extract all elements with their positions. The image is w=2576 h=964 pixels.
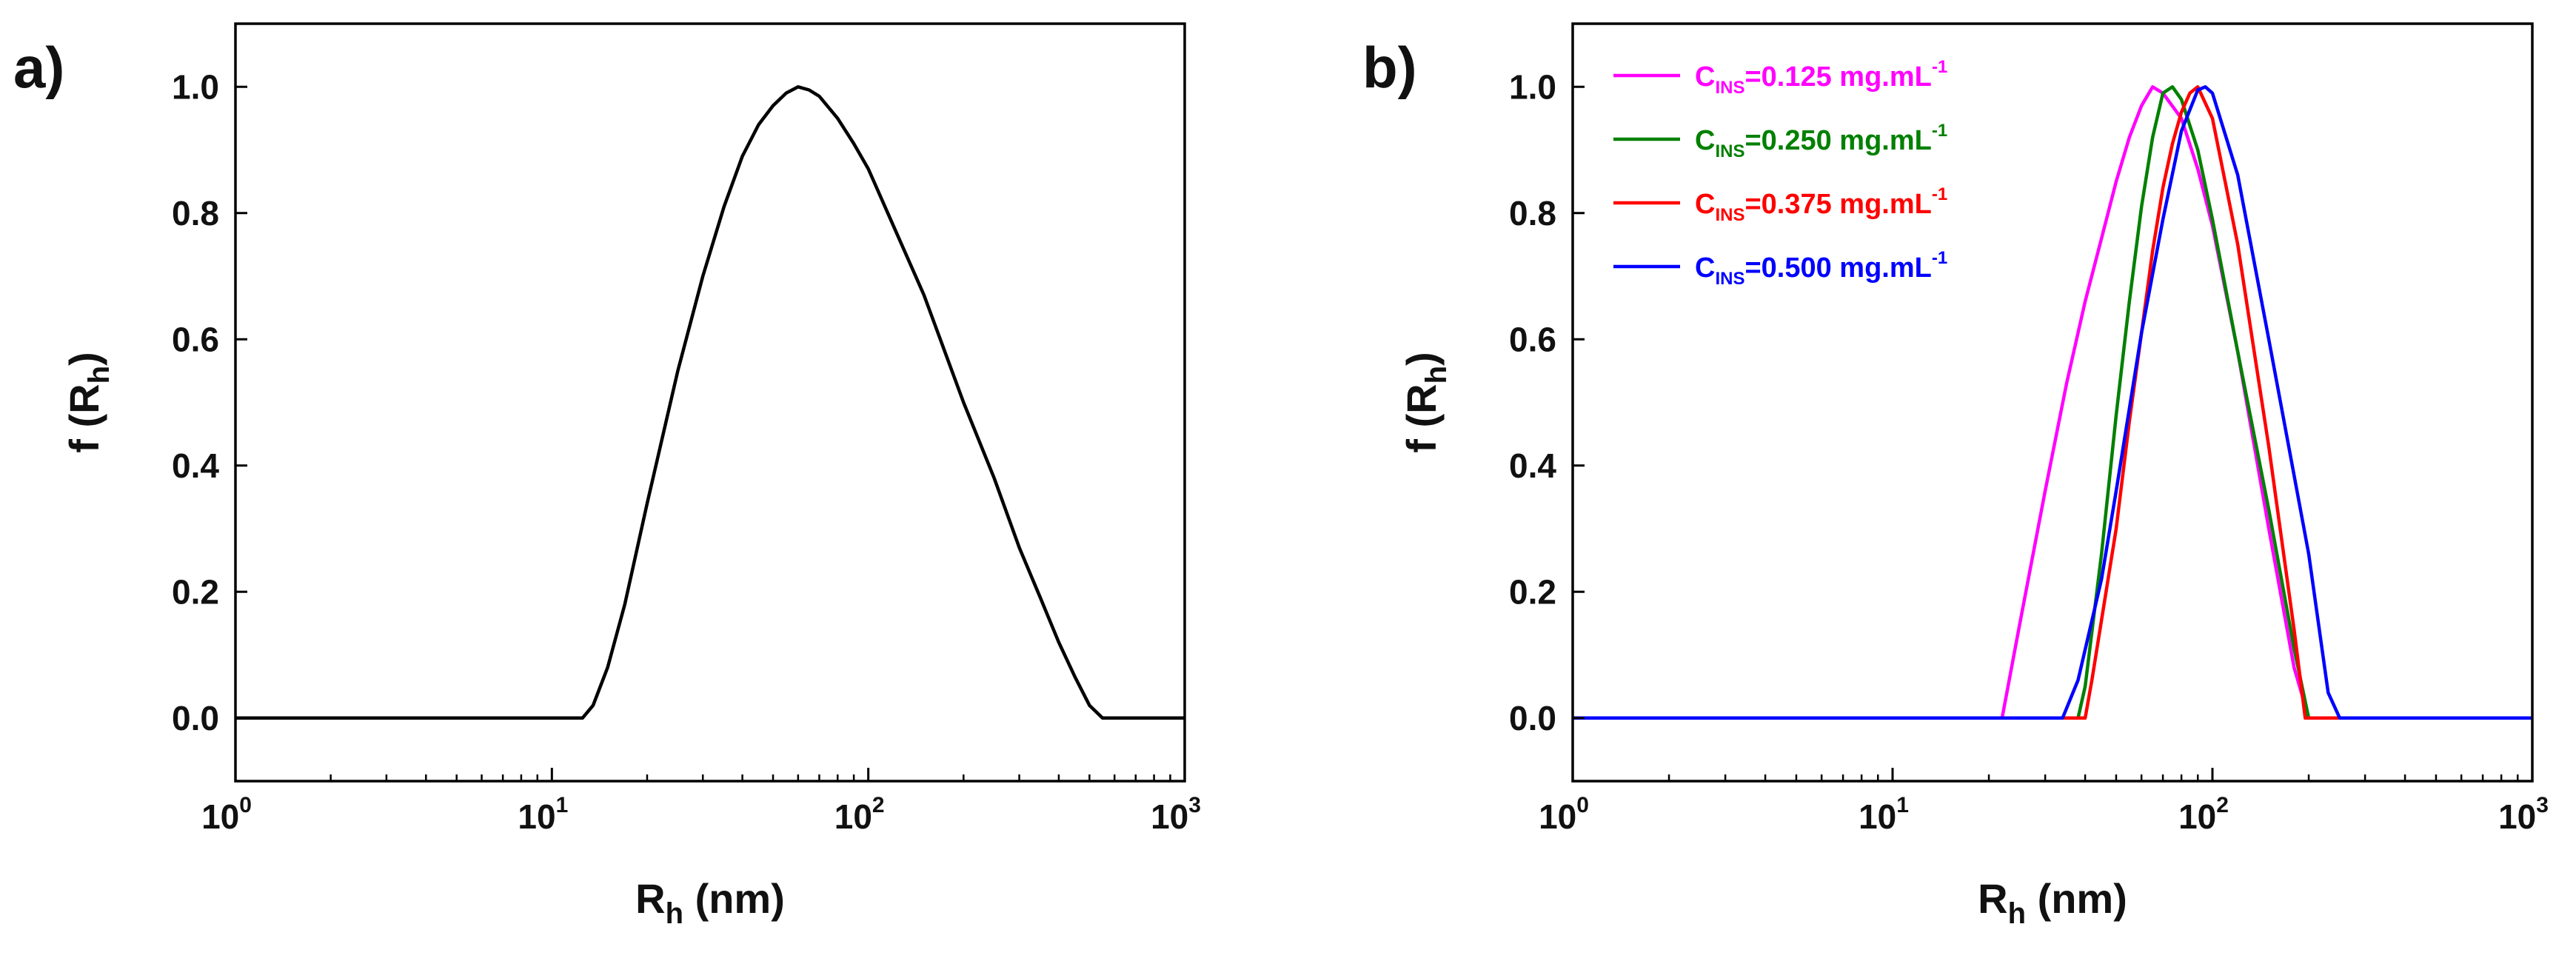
panel-a-xtick-label-2: 102	[834, 793, 885, 836]
panel-a-xtick-base-3: 10	[1151, 797, 1188, 836]
panel-a-ylabel-prefix: f (R	[61, 384, 107, 452]
panel-b-axes-frame	[1571, 22, 2534, 783]
panel-b-legend-sup-3: -1	[1932, 184, 1947, 204]
panel-a-xtick-exp-3: 3	[1188, 793, 1201, 817]
panel-a-xlabel-sub: h	[666, 897, 683, 930]
panel-b-legend-rest-2: =0.250 mg.mL	[1744, 125, 1931, 156]
panel-b-legend-main-4: C	[1695, 252, 1715, 284]
panel-b-xtick-exp-1: 1	[1896, 793, 1909, 817]
panel-b-legend-rest-1: =0.125 mg.mL	[1744, 61, 1931, 93]
panel-b-xtick-label-1: 101	[1859, 793, 1909, 836]
panel-a-xlabel-main: R	[635, 875, 665, 922]
panel-a-xtick-label-3: 103	[1151, 793, 1201, 836]
panel-a-ytick-label-4: 0.8	[172, 194, 219, 232]
panel-b-legend-rest-4: =0.500 mg.mL	[1744, 252, 1931, 284]
panel-b-xtick-base-0: 10	[1539, 797, 1576, 836]
panel-a-ytick-label-1: 0.2	[172, 572, 219, 611]
panel-a-ytick-label-0: 0.0	[172, 699, 219, 737]
panel-a-xtick-exp-1: 1	[556, 793, 569, 817]
panel-b-ytick-label-0: 0.0	[1509, 699, 1556, 737]
panel-b-legend-sub-3: INS	[1715, 205, 1744, 225]
panel-b-ytick-label-5: 1.0	[1509, 67, 1556, 106]
panel-b-series-line-2	[1573, 85, 2532, 720]
panel-a-xtick-base-1: 10	[518, 797, 555, 836]
panel-b-legend-rest-3: =0.375 mg.mL	[1744, 189, 1931, 220]
panel-b-series-line-3	[1573, 85, 2532, 720]
panel-a-ytick-label-5: 1.0	[172, 67, 219, 106]
panel-a-ylabel-suffix: )	[61, 352, 107, 366]
panel-b-xlabel-sub: h	[2008, 897, 2026, 930]
panel-a-ylabel: f (Rh)	[61, 352, 116, 452]
panel-a-xtick-exp-0: 0	[239, 793, 252, 817]
panel-a-ylabel-sub: h	[83, 366, 116, 384]
panel-b-series-group	[1573, 85, 2532, 720]
panel-b-ylabel-suffix: )	[1398, 352, 1445, 366]
panel-b-ylabel-sub: h	[1420, 366, 1453, 384]
panel-a-xtick-base-0: 10	[201, 797, 239, 836]
panel-b-legend-main-3: C	[1695, 189, 1715, 220]
panel-b-legend-main-1: C	[1695, 61, 1715, 93]
panel-b-ytick-label-3: 0.6	[1509, 320, 1556, 358]
panel-b-legend-main-2: C	[1695, 125, 1715, 156]
panel-b-ytick-label-1: 0.2	[1509, 572, 1556, 611]
panel-b-xlabel: Rh (nm)	[1978, 875, 2127, 930]
panel-b-series-line-1	[1573, 85, 2532, 720]
panel-b-ytick-label-4: 0.8	[1509, 194, 1556, 232]
panel-b-ylabel-prefix: f (R	[1398, 384, 1445, 452]
panel-a-xlabel-suffix: (nm)	[683, 875, 785, 922]
panel-a-xtick-label-0: 100	[201, 793, 252, 836]
panel-a-ytick-label-2: 0.4	[172, 446, 219, 485]
panel-b-legend-label-3: CINS=0.375 mg.mL-1	[1695, 184, 1947, 225]
panel-a-xtick-base-2: 10	[834, 797, 872, 836]
panel-b-legend-sup-1: -1	[1932, 57, 1947, 77]
panel-b-xtick-label-2: 102	[2178, 793, 2229, 836]
panel-b-xtick-exp-2: 2	[2216, 793, 2229, 817]
panel-b-legend-sup-4: -1	[1932, 248, 1947, 268]
panel-b-legend-label-1: CINS=0.125 mg.mL-1	[1695, 57, 1947, 98]
panel-a-series-line-1	[235, 85, 1185, 720]
panel-b-xtick-base-2: 10	[2178, 797, 2216, 836]
panel-b-ytick-label-2: 0.4	[1509, 446, 1556, 485]
panel-b-legend-sup-2: -1	[1932, 121, 1947, 141]
panel-b-xlabel-main: R	[1978, 875, 2007, 922]
panel-a-series-group	[235, 85, 1185, 720]
panel-b-xtick-base-1: 10	[1859, 797, 1896, 836]
panel-b-xtick-label-3: 103	[2498, 793, 2549, 836]
panel-b-legend-label-4: CINS=0.500 mg.mL-1	[1695, 248, 1947, 289]
panel-b-legend-sub-1: INS	[1715, 78, 1744, 98]
panel-b-label: b)	[1362, 35, 1417, 100]
panel-a-xtick-label-1: 101	[518, 793, 568, 836]
panel-b-legend-sub-2: INS	[1715, 141, 1744, 161]
panel-a-xtick-exp-2: 2	[872, 793, 885, 817]
panel-b-xtick-exp-3: 3	[2536, 793, 2549, 817]
panel-b-xlabel-suffix: (nm)	[2026, 875, 2127, 922]
panel-b-xtick-base-3: 10	[2498, 797, 2536, 836]
panel-a-ytick-label-3: 0.6	[172, 320, 219, 358]
panel-b-xtick-exp-0: 0	[1576, 793, 1589, 817]
panel-b-legend-label-2: CINS=0.250 mg.mL-1	[1695, 121, 1947, 161]
panel-a-label: a)	[13, 35, 64, 100]
panel-a-xlabel: Rh (nm)	[635, 875, 785, 930]
panel-a-axes-frame	[234, 22, 1186, 783]
panel-b-series-line-4	[1573, 85, 2532, 720]
panel-b-xtick-label-0: 100	[1539, 793, 1589, 836]
panel-b-ylabel: f (Rh)	[1398, 352, 1453, 452]
panel-b-legend-sub-4: INS	[1715, 269, 1744, 289]
